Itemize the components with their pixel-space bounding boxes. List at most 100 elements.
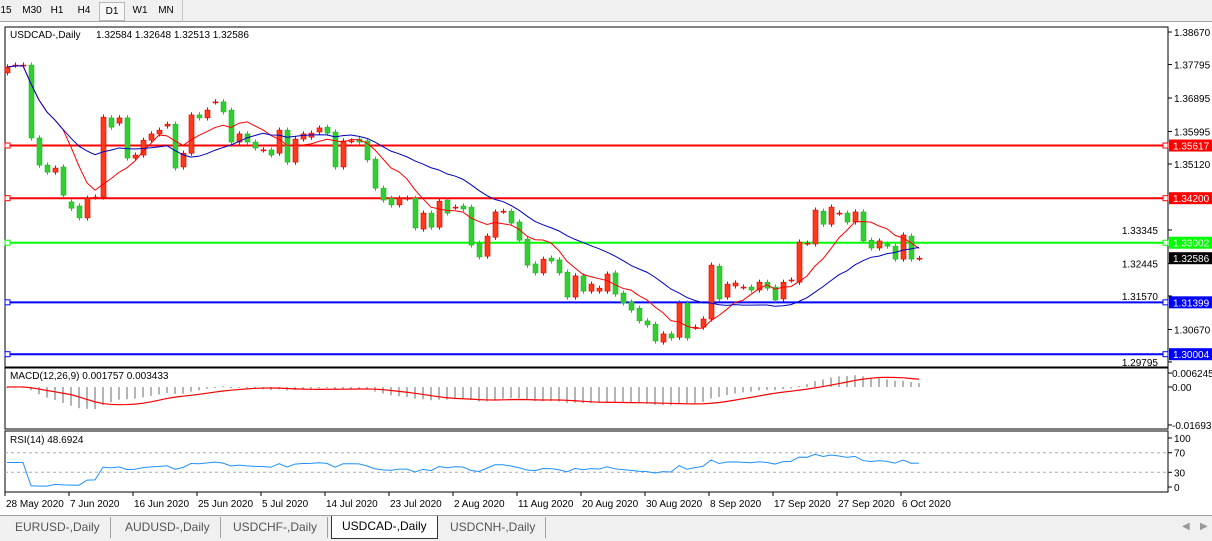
rsi-indicator xyxy=(5,452,1168,487)
macd-histogram-bar xyxy=(302,387,304,390)
macd-histogram-bar xyxy=(6,387,8,388)
candle-body xyxy=(428,212,435,228)
candle-body xyxy=(756,281,763,291)
candle-body xyxy=(188,114,195,154)
candle-body xyxy=(804,242,811,245)
candle-body xyxy=(580,275,587,292)
macd-histogram-bar xyxy=(358,387,360,389)
macd-histogram-bar xyxy=(510,387,512,399)
macd-histogram-bar xyxy=(30,387,32,391)
candle-body xyxy=(116,117,123,124)
timeframe-mn[interactable]: MN xyxy=(158,5,174,16)
macd-histogram-bar xyxy=(390,387,392,396)
candle-body xyxy=(572,275,579,298)
tab-audusd[interactable]: AUDUSD-,Daily xyxy=(115,517,221,538)
macd-histogram-bar xyxy=(478,387,480,402)
scroll-left-icon[interactable]: ◀ xyxy=(1182,521,1190,532)
chart-title: USDCAD-,Daily xyxy=(10,30,81,41)
candle-body xyxy=(708,264,715,320)
candle-body xyxy=(548,257,555,262)
candle-body xyxy=(652,323,659,342)
candles xyxy=(4,62,923,345)
candle-body xyxy=(524,238,531,266)
timeframe-m30[interactable]: M30 xyxy=(22,5,42,16)
tab-usdcad[interactable]: USDCAD-,Daily xyxy=(331,516,438,539)
candle-body xyxy=(748,286,755,291)
candle-body xyxy=(220,101,227,113)
macd-histogram-bar xyxy=(822,379,824,387)
macd-histogram-bar xyxy=(238,387,240,388)
timeframe-w1[interactable]: W1 xyxy=(132,5,148,16)
scroll-right-icon[interactable]: ▶ xyxy=(1200,521,1208,532)
macd-histogram-bar xyxy=(638,387,640,404)
macd-histogram-bar xyxy=(126,387,128,400)
timeframe-d1[interactable]: D1 xyxy=(99,2,125,21)
main-panel xyxy=(4,26,1169,368)
candle-body xyxy=(476,242,483,258)
hline-anchor xyxy=(1162,239,1169,246)
hline-anchor xyxy=(1162,351,1169,358)
candle-body xyxy=(668,333,675,339)
candle-body xyxy=(508,210,515,224)
price-tick-label: 1.30670 xyxy=(1174,325,1211,336)
timeframe-toolbar: 15 M30 H1 H4 D1 W1 MN xyxy=(0,0,183,22)
candle-body xyxy=(388,197,395,206)
candle-body xyxy=(596,287,603,292)
macd-histogram-bar xyxy=(526,387,528,400)
candle-body xyxy=(60,166,67,196)
candle-body xyxy=(180,152,187,168)
timeframe-h4[interactable]: H4 xyxy=(77,5,91,16)
macd-histogram-bar xyxy=(710,387,712,399)
macd-histogram-bar xyxy=(886,379,888,387)
price-tick-label: 1.35120 xyxy=(1174,160,1211,171)
current-price-label: 1.32586 xyxy=(1173,254,1210,265)
candle-body xyxy=(684,302,691,339)
macd-histogram-bar xyxy=(590,387,592,404)
macd-histogram-bar xyxy=(758,387,760,391)
tab-usdchf[interactable]: USDCHF-,Daily xyxy=(223,517,328,538)
price-tick-label: 1.31570 xyxy=(1122,292,1159,303)
macd-histogram-bar xyxy=(830,377,832,387)
macd-histogram-bar xyxy=(774,387,776,391)
date-tick-label: 6 Oct 2020 xyxy=(902,499,951,510)
macd-histogram-bar xyxy=(870,377,872,387)
timeframe-h1[interactable]: H1 xyxy=(50,5,64,16)
macd-histogram-bar xyxy=(766,387,768,390)
hline-price-label: 1.33002 xyxy=(1173,239,1210,250)
candle-body xyxy=(812,209,819,245)
rsi-line xyxy=(7,453,920,487)
macd-histogram-bar xyxy=(486,387,488,402)
macd-histogram-bar xyxy=(630,387,632,403)
macd-histogram-bar xyxy=(470,387,472,400)
macd-histogram-bar xyxy=(366,387,368,390)
macd-histogram-bar xyxy=(662,387,664,406)
chart-tabs: EURUSD-,Daily AUDUSD-,Daily USDCHF-,Dail… xyxy=(0,515,1212,541)
rsi-title: RSI(14) 48.6924 xyxy=(10,435,84,446)
candle-body xyxy=(260,149,267,152)
macd-histogram-bar xyxy=(174,387,176,394)
macd-histogram-bar xyxy=(46,387,48,398)
timeframe-m15[interactable]: 15 xyxy=(0,5,12,16)
candle-body xyxy=(364,140,371,161)
chart-ohlc: 1.32584 1.32648 1.32513 1.32586 xyxy=(96,30,249,41)
date-tick-label: 14 Jul 2020 xyxy=(326,499,378,510)
tab-usdcnh[interactable]: USDCNH-,Daily xyxy=(440,517,547,538)
hline-anchor xyxy=(1162,299,1169,306)
candle-body xyxy=(676,302,683,338)
macd-histogram-bar xyxy=(894,380,896,387)
chart-area[interactable]: 1.38670 1.37795 1.36895 1.35995 1.35120 1.333… xyxy=(0,22,1212,515)
hline-price-tag xyxy=(1169,348,1212,361)
rsi-tick-label: 30 xyxy=(1174,468,1186,479)
hline-price-label: 1.34200 xyxy=(1173,194,1210,205)
macd-histogram-bar xyxy=(198,387,200,391)
candle-body xyxy=(468,206,475,246)
macd-histogram-bar xyxy=(86,387,88,409)
tab-eurusd[interactable]: EURUSD-,Daily xyxy=(5,517,111,538)
candle-body xyxy=(236,133,243,143)
candle-body xyxy=(836,212,843,215)
hline-anchor xyxy=(1162,142,1169,149)
candle-body xyxy=(316,127,323,133)
macd-histogram-bar xyxy=(518,387,520,399)
candle-body xyxy=(132,154,139,159)
macd-histogram-bar xyxy=(670,387,672,406)
